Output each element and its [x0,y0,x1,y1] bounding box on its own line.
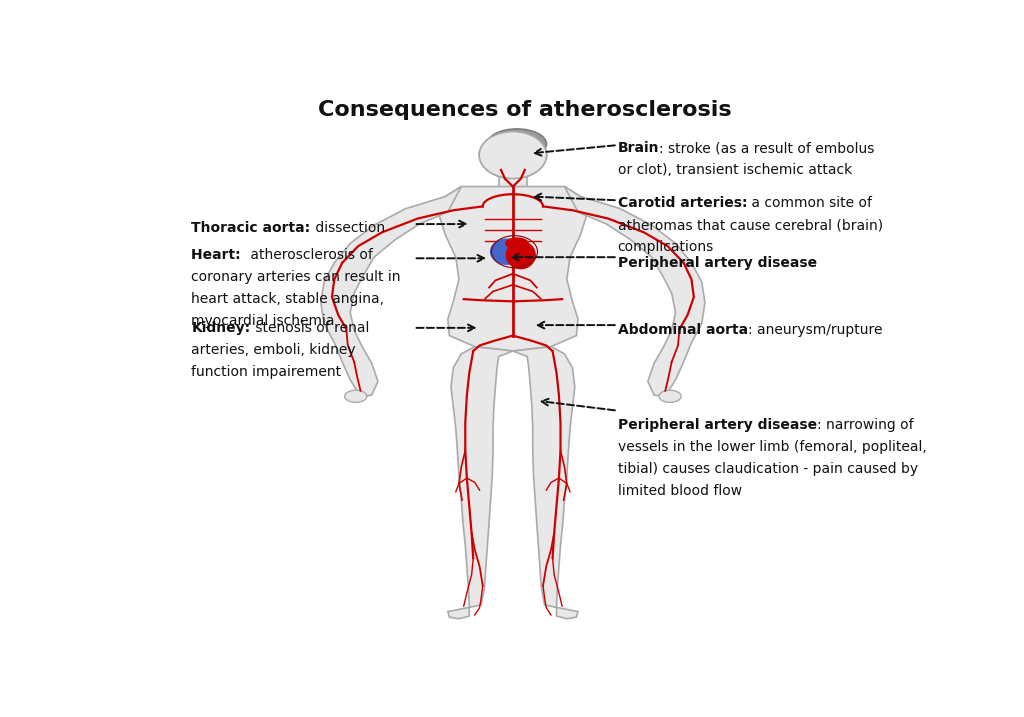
Text: Kidney:: Kidney: [191,321,251,336]
Text: heart attack, stable angina,: heart attack, stable angina, [191,292,384,306]
Text: Peripheral artery disease: Peripheral artery disease [617,419,817,432]
Ellipse shape [345,390,367,402]
Text: atheromas that cause cerebral (brain): atheromas that cause cerebral (brain) [617,218,883,232]
Text: coronary arteries can result in: coronary arteries can result in [191,270,401,284]
Ellipse shape [658,390,681,402]
Text: function impairement: function impairement [191,365,342,379]
Text: or clot), transient ischemic attack: or clot), transient ischemic attack [617,163,852,177]
Ellipse shape [479,132,547,179]
Text: vessels in the lower limb (femoral, popliteal,: vessels in the lower limb (femoral, popl… [617,440,927,454]
Text: Consequences of atherosclerosis: Consequences of atherosclerosis [318,100,731,120]
Ellipse shape [505,237,528,250]
Polygon shape [513,346,578,619]
Text: : narrowing of: : narrowing of [817,419,913,432]
Ellipse shape [479,132,547,179]
Text: Peripheral artery disease: Peripheral artery disease [617,255,817,270]
Polygon shape [499,176,527,186]
Polygon shape [321,186,461,397]
Text: Brain: Brain [617,141,659,156]
Polygon shape [437,186,588,351]
Text: arteries, emboli, kidney: arteries, emboli, kidney [191,343,356,357]
Ellipse shape [489,239,523,265]
Text: myocardial ischemia: myocardial ischemia [191,313,335,328]
Polygon shape [447,346,513,619]
Text: tibial) causes claudication - pain caused by: tibial) causes claudication - pain cause… [617,462,918,476]
Ellipse shape [506,241,536,270]
Text: Carotid arteries:: Carotid arteries: [617,196,748,211]
Text: : stroke (as a result of embolus: : stroke (as a result of embolus [659,141,874,156]
Text: limited blood flow: limited blood flow [617,483,741,498]
Text: dissection: dissection [310,222,385,235]
Text: Abdominal aorta: Abdominal aorta [617,323,748,338]
Text: Thoracic aorta:: Thoracic aorta: [191,222,310,235]
Text: a common site of: a common site of [748,196,872,211]
Text: complications: complications [617,240,714,254]
Text: atherosclerosis of: atherosclerosis of [246,248,373,262]
Text: : aneurysm/rupture: : aneurysm/rupture [748,323,883,338]
Ellipse shape [487,129,547,159]
Text: Heart:: Heart: [191,248,246,262]
Polygon shape [564,186,705,397]
Text: stenosis of renal: stenosis of renal [251,321,369,336]
